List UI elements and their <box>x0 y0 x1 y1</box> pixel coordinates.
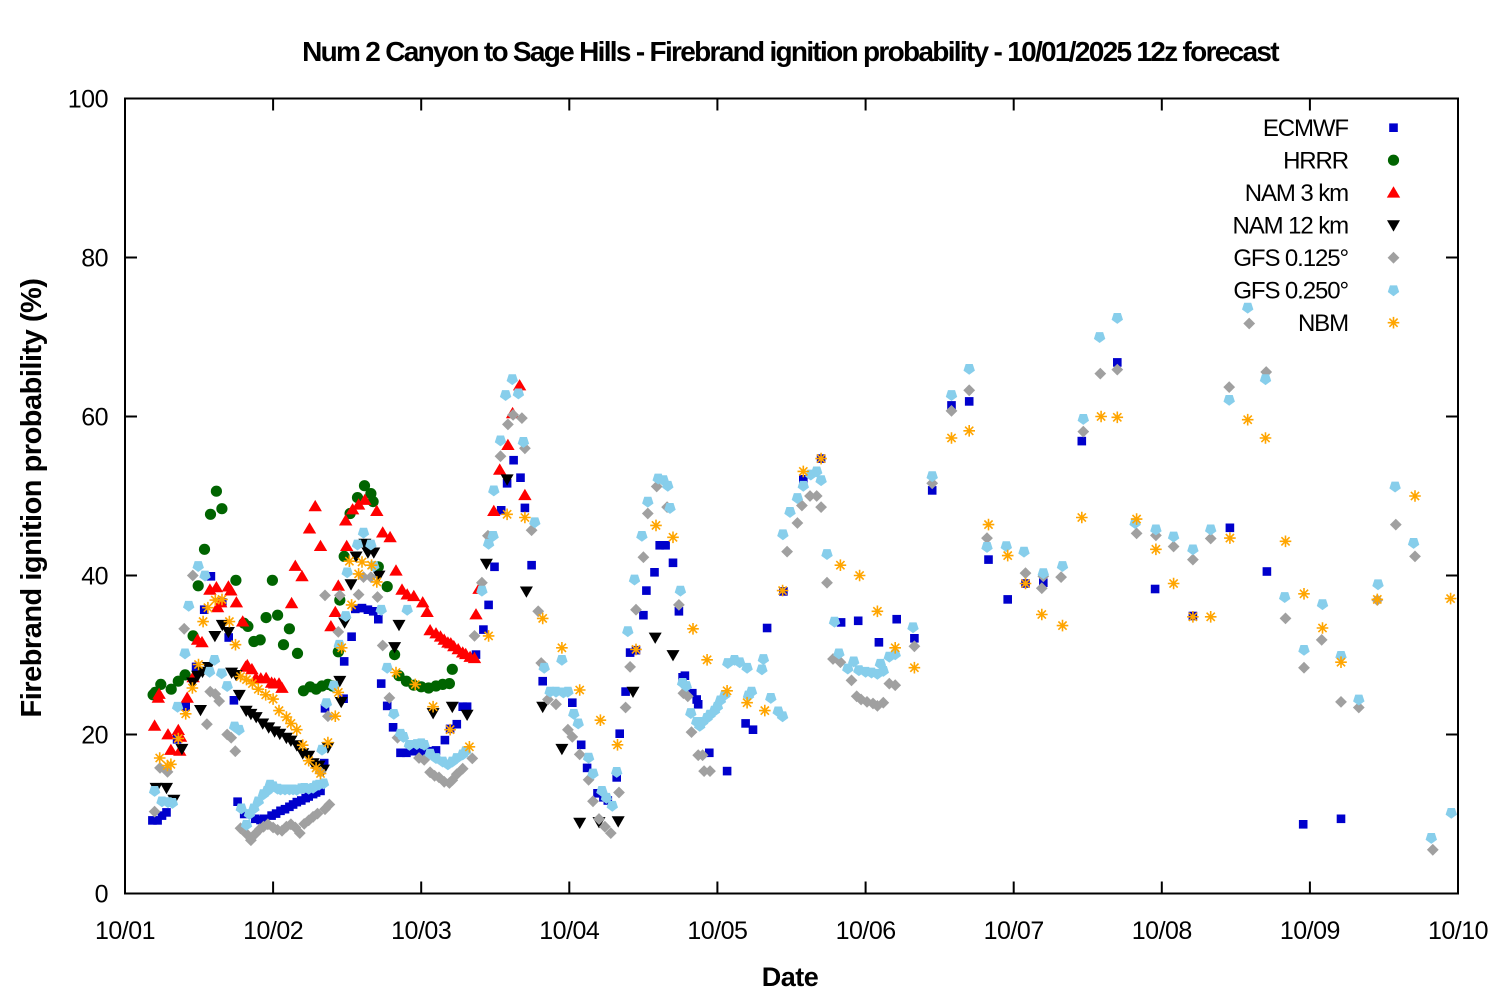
svg-text:Date: Date <box>762 962 819 992</box>
svg-text:20: 20 <box>81 722 108 750</box>
svg-text:GFS 0.125°: GFS 0.125° <box>1233 245 1348 272</box>
svg-text:10/09: 10/09 <box>1280 917 1340 945</box>
svg-text:Num 2 Canyon to Sage Hills - F: Num 2 Canyon to Sage Hills - Firebrand i… <box>302 36 1279 67</box>
svg-text:10/08: 10/08 <box>1132 917 1192 945</box>
svg-text:10/06: 10/06 <box>836 917 896 945</box>
svg-text:Firebrand ignition probability: Firebrand ignition probability (%) <box>16 279 48 718</box>
svg-text:10/05: 10/05 <box>687 917 747 945</box>
svg-text:10/07: 10/07 <box>984 917 1044 945</box>
svg-text:ECMWF: ECMWF <box>1263 115 1349 142</box>
svg-text:GFS 0.250°: GFS 0.250° <box>1233 278 1348 305</box>
svg-text:10/04: 10/04 <box>539 917 600 945</box>
svg-text:60: 60 <box>81 404 108 432</box>
svg-text:10/01: 10/01 <box>95 917 155 945</box>
svg-text:10/03: 10/03 <box>391 917 451 945</box>
svg-text:HRRR: HRRR <box>1283 148 1349 175</box>
svg-text:NAM 12 km: NAM 12 km <box>1233 213 1349 240</box>
svg-text:10/02: 10/02 <box>243 917 303 945</box>
svg-text:40: 40 <box>81 563 108 591</box>
svg-text:NBM: NBM <box>1298 310 1348 337</box>
svg-text:80: 80 <box>81 245 108 273</box>
svg-text:100: 100 <box>68 86 108 114</box>
svg-text:0: 0 <box>95 881 108 909</box>
svg-text:10/10: 10/10 <box>1428 917 1488 945</box>
svg-text:NAM 3 km: NAM 3 km <box>1245 180 1348 207</box>
